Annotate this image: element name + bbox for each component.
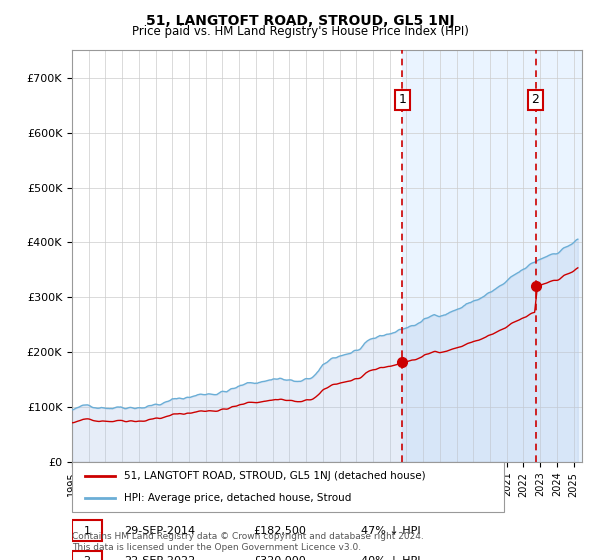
FancyBboxPatch shape [72,550,102,560]
Text: £182,500: £182,500 [253,526,307,535]
Bar [402,50,586,462]
Text: 51, LANGTOFT ROAD, STROUD, GL5 1NJ (detached house): 51, LANGTOFT ROAD, STROUD, GL5 1NJ (deta… [124,471,425,481]
Text: 22-SEP-2022: 22-SEP-2022 [124,557,195,560]
Text: 29-SEP-2014: 29-SEP-2014 [124,526,195,535]
Text: Price paid vs. HM Land Registry's House Price Index (HPI): Price paid vs. HM Land Registry's House … [131,25,469,38]
Text: 1: 1 [83,526,91,535]
Text: 47% ↓ HPI: 47% ↓ HPI [361,526,421,535]
Text: HPI: Average price, detached house, Stroud: HPI: Average price, detached house, Stro… [124,493,351,503]
Text: 2: 2 [83,557,91,560]
Text: Contains HM Land Registry data © Crown copyright and database right 2024.
This d: Contains HM Land Registry data © Crown c… [72,532,424,552]
Text: 40% ↓ HPI: 40% ↓ HPI [361,557,421,560]
FancyBboxPatch shape [72,462,504,512]
Text: £320,000: £320,000 [253,557,306,560]
Text: 51, LANGTOFT ROAD, STROUD, GL5 1NJ: 51, LANGTOFT ROAD, STROUD, GL5 1NJ [146,14,454,28]
FancyBboxPatch shape [72,520,102,542]
Text: 1: 1 [398,94,406,106]
Text: 2: 2 [532,94,539,106]
